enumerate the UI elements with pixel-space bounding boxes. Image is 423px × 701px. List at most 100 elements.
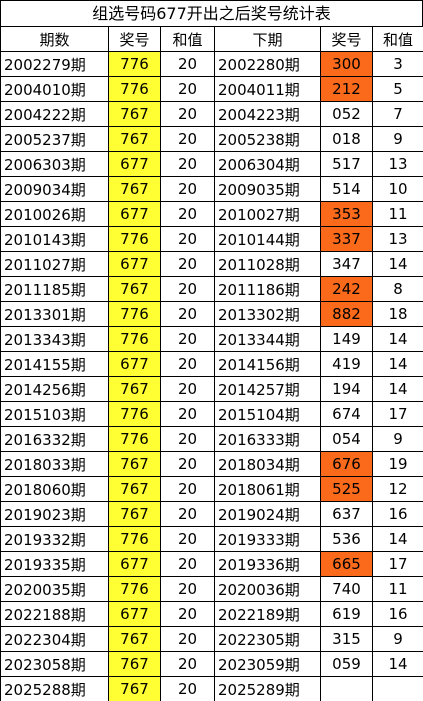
table-cell: 052 (320, 101, 373, 127)
table-cell: 2004011期 (214, 76, 321, 102)
table-cell: 677 (108, 601, 161, 627)
table-cell: 16 (372, 501, 423, 527)
table-cell: 619 (320, 601, 373, 627)
table-cell: 14 (372, 526, 423, 552)
table-cell: 13 (372, 226, 423, 252)
table-cell: 242 (320, 276, 373, 302)
stats-table: 期数 奖号 和值 下期 奖号 和值 2002279期 776 20 2002280期 300 3 20… (0, 26, 423, 701)
table-row: 2010026期 677 20 2010027期 353 11 (0, 201, 423, 227)
table-cell: 2019023期 (0, 501, 109, 527)
table-cell: 14 (372, 326, 423, 352)
table-cell: 767 (108, 476, 161, 502)
table-cell: 2013343期 (0, 326, 109, 352)
table-row: 2023058期 767 20 2023059期 059 14 (0, 651, 423, 677)
table-cell: 2019332期 (0, 526, 109, 552)
table-row: 2002279期 776 20 2002280期 300 3 (0, 51, 423, 77)
table-cell: 18 (372, 301, 423, 327)
table-cell: 194 (320, 376, 373, 402)
table-cell: 674 (320, 401, 373, 427)
table-cell: 2019336期 (214, 551, 321, 577)
table-cell: 740 (320, 576, 373, 602)
table-cell: 2015103期 (0, 401, 109, 427)
table-cell: 2010143期 (0, 226, 109, 252)
table-cell: 2020035期 (0, 576, 109, 602)
table-cell: 20 (160, 426, 215, 452)
table-cell: 776 (108, 51, 161, 77)
table-cell: 20 (160, 501, 215, 527)
table-cell: 2019335期 (0, 551, 109, 577)
table-cell: 14 (372, 351, 423, 377)
table-cell: 767 (108, 176, 161, 202)
table-cell: 2011185期 (0, 276, 109, 302)
table-cell: 776 (108, 401, 161, 427)
table-cell: 677 (108, 351, 161, 377)
table-row: 2018033期 767 20 2018034期 676 19 (0, 451, 423, 477)
table-cell: 776 (108, 576, 161, 602)
table-cell: 2005238期 (214, 126, 321, 152)
table-cell: 17 (372, 551, 423, 577)
table-cell: 2019024期 (214, 501, 321, 527)
table-cell: 20 (160, 101, 215, 127)
table-cell: 2010027期 (214, 201, 321, 227)
table-cell: 20 (160, 451, 215, 477)
table-row: 2006303期 677 20 2006304期 517 13 (0, 151, 423, 177)
table-cell: 776 (108, 76, 161, 102)
table-cell: 767 (108, 276, 161, 302)
table-cell: 14 (372, 251, 423, 277)
table-cell: 10 (372, 176, 423, 202)
table-cell: 2011027期 (0, 251, 109, 277)
table-cell: 20 (160, 201, 215, 227)
table-cell: 13 (372, 151, 423, 177)
table-row: 2016332期 776 20 2016333期 054 9 (0, 426, 423, 452)
table-cell: 419 (320, 351, 373, 377)
table-cell: 677 (108, 151, 161, 177)
table-row: 2004010期 776 20 2004011期 212 5 (0, 76, 423, 102)
table-row: 2011185期 767 20 2011186期 242 8 (0, 276, 423, 302)
table-cell: 882 (320, 301, 373, 327)
table-cell: 8 (372, 276, 423, 302)
table-row: 2004222期 767 20 2004223期 052 7 (0, 101, 423, 127)
table-cell: 776 (108, 526, 161, 552)
table-body: 2002279期 776 20 2002280期 300 3 2004010期 776 20 20… (0, 51, 423, 701)
header-cell: 下期 (214, 26, 321, 52)
table-cell: 776 (108, 226, 161, 252)
table-cell: 2014156期 (214, 351, 321, 377)
table-row: 2009034期 767 20 2009035期 514 10 (0, 176, 423, 202)
table-row: 2013343期 776 20 2013344期 149 14 (0, 326, 423, 352)
table-cell (320, 676, 373, 701)
table-cell: 2018034期 (214, 451, 321, 477)
table-cell: 12 (372, 476, 423, 502)
table-cell: 2013344期 (214, 326, 321, 352)
table-cell: 776 (108, 326, 161, 352)
table-row: 2020035期 776 20 2020036期 740 11 (0, 576, 423, 602)
table-cell: 20 (160, 276, 215, 302)
table-cell: 767 (108, 626, 161, 652)
table-cell: 637 (320, 501, 373, 527)
table-row: 2011027期 677 20 2011028期 347 14 (0, 251, 423, 277)
table-cell: 536 (320, 526, 373, 552)
table-row: 2022304期 767 20 2022305期 315 9 (0, 626, 423, 652)
table-cell: 677 (108, 201, 161, 227)
table-cell: 2009034期 (0, 176, 109, 202)
table-row: 2022188期 677 20 2022189期 619 16 (0, 601, 423, 627)
table-cell: 2018060期 (0, 476, 109, 502)
table-cell: 20 (160, 376, 215, 402)
table-cell: 2023058期 (0, 651, 109, 677)
table-cell: 054 (320, 426, 373, 452)
table-cell: 337 (320, 226, 373, 252)
table-cell: 20 (160, 476, 215, 502)
table-cell: 2004010期 (0, 76, 109, 102)
table-cell: 14 (372, 651, 423, 677)
table-cell: 018 (320, 126, 373, 152)
table-cell: 5 (372, 76, 423, 102)
header-cell: 奖号 (320, 26, 373, 52)
table-cell: 20 (160, 551, 215, 577)
table-cell: 2022304期 (0, 626, 109, 652)
table-cell: 2002279期 (0, 51, 109, 77)
table-cell: 20 (160, 151, 215, 177)
table-cell: 2010144期 (214, 226, 321, 252)
table-cell: 776 (108, 426, 161, 452)
table-cell: 16 (372, 601, 423, 627)
table-cell: 2018061期 (214, 476, 321, 502)
